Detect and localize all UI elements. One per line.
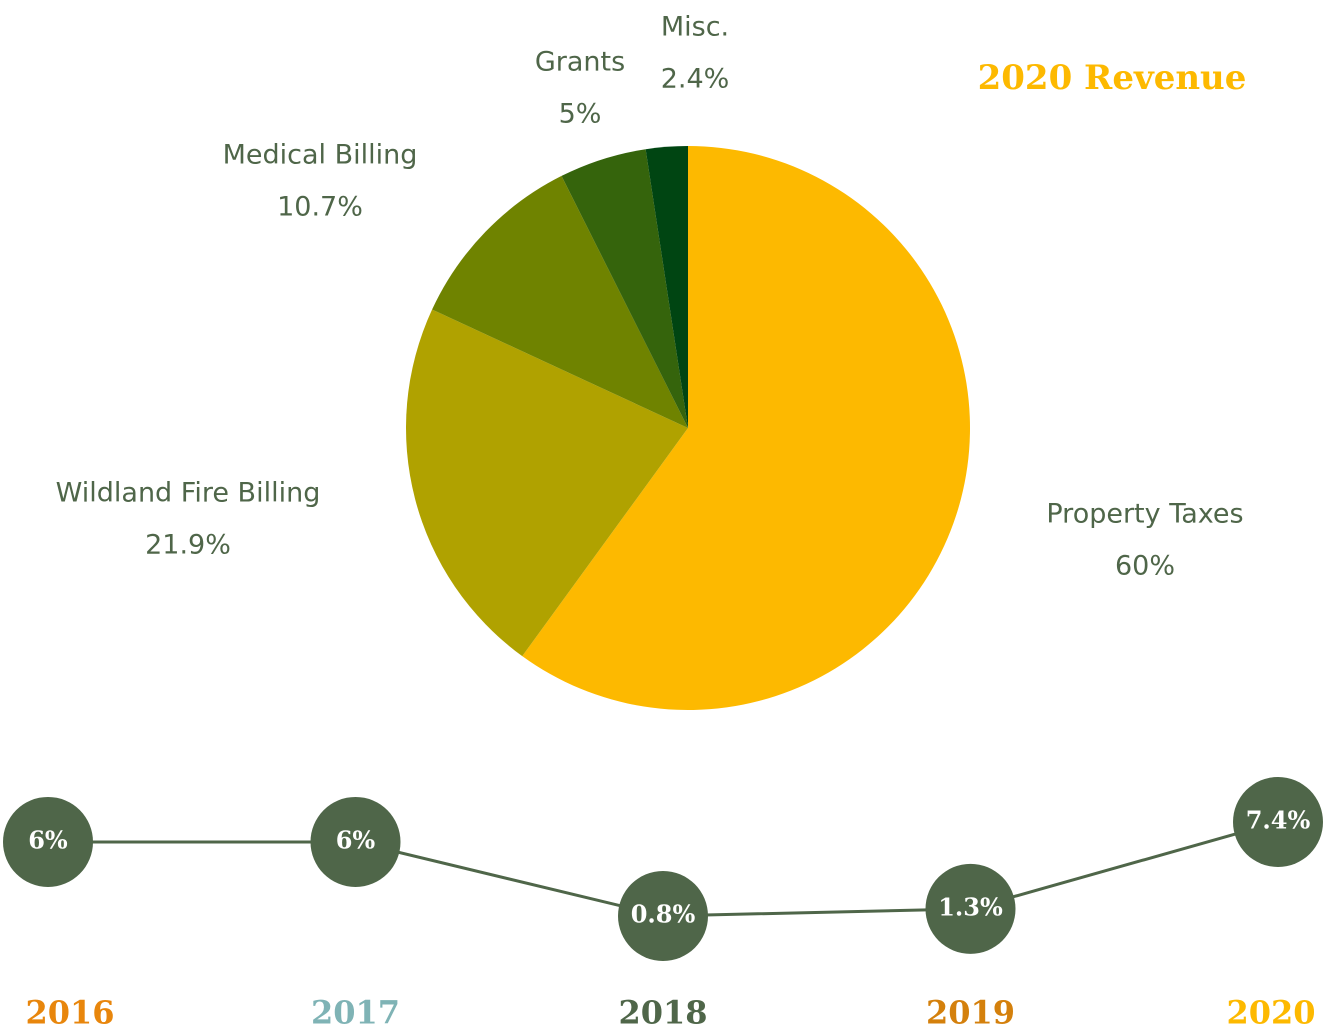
slice-value-label: 21.9% (145, 530, 231, 561)
point-label: 0.8% (631, 900, 696, 929)
point-label: 1.3% (938, 892, 1003, 921)
pie-slice (561, 149, 688, 429)
slice-label: Property Taxes (1046, 499, 1243, 530)
chart-title: 2020 Revenue (978, 58, 1247, 98)
x-tick-label: 2020 (1226, 994, 1315, 1032)
pie-slice (645, 146, 688, 428)
x-tick-label: 2017 (311, 994, 400, 1032)
point-label: 6% (28, 825, 68, 854)
slice-value-label: 5% (559, 99, 602, 130)
point-label: 7.4% (1246, 806, 1311, 835)
slice-value-label: 10.7% (277, 192, 363, 223)
point (1233, 777, 1323, 867)
pie-slice (522, 146, 970, 710)
slice-value-label: 2.4% (661, 64, 730, 95)
slice-label: Grants (535, 47, 625, 78)
point (618, 871, 708, 961)
point-label: 6% (336, 825, 376, 854)
pie-slice (406, 309, 688, 657)
x-tick-label: 2018 (618, 994, 707, 1032)
x-tick-label: 2016 (25, 994, 114, 1032)
slice-label: Medical Billing (223, 140, 418, 171)
x-tick-label: 2019 (926, 994, 1015, 1032)
slice-label: Wildland Fire Billing (56, 478, 321, 509)
pie-slice (432, 175, 688, 428)
point (3, 796, 93, 887)
slice-value-label: 60% (1115, 551, 1175, 582)
point (925, 863, 1016, 954)
point (310, 796, 401, 887)
slice-label: Misc. (661, 12, 729, 43)
